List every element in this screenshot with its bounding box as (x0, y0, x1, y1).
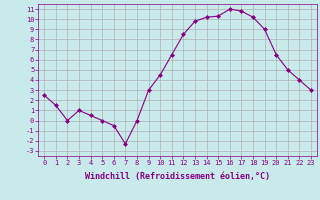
X-axis label: Windchill (Refroidissement éolien,°C): Windchill (Refroidissement éolien,°C) (85, 172, 270, 181)
